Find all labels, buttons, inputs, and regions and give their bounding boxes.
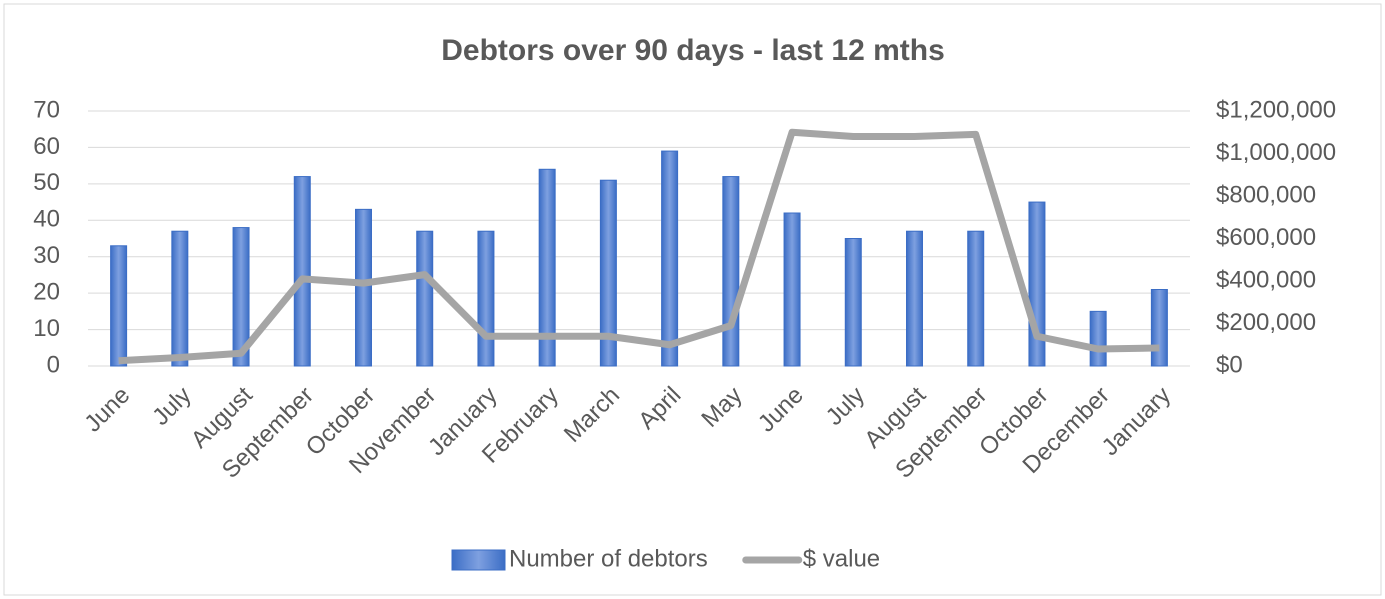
bar (538, 168, 556, 367)
y2-tick-label: $1,000,000 (1216, 139, 1336, 166)
line (118, 128, 1160, 365)
y-tick-label: 50 (33, 169, 60, 196)
bar (1028, 201, 1046, 367)
bar (293, 176, 311, 367)
y2-tick-label: $600,000 (1216, 224, 1316, 251)
bar (967, 230, 985, 367)
bar (355, 208, 372, 367)
y-tick-label: 20 (33, 278, 60, 305)
bar (110, 245, 128, 367)
bar (722, 176, 740, 367)
bar (1089, 310, 1107, 367)
bar (1150, 289, 1168, 367)
y-tick-label: 60 (33, 133, 60, 160)
legend-label: Number of debtors (509, 545, 708, 572)
bar (599, 179, 617, 367)
y2-tick-label: $1,200,000 (1216, 96, 1336, 123)
y-tick-label: 0 (47, 351, 60, 378)
y2-tick-label: $0 (1216, 351, 1243, 378)
bar (661, 150, 679, 367)
y2-tick-label: $400,000 (1216, 266, 1316, 293)
bar (477, 230, 495, 367)
bar (171, 230, 189, 367)
y-tick-label: 40 (33, 206, 60, 233)
y-tick-label: 30 (33, 242, 60, 269)
bar (906, 230, 923, 367)
y2-tick-label: $200,000 (1216, 309, 1316, 336)
legend-swatch (451, 549, 506, 571)
y2-tick-label: $800,000 (1216, 181, 1316, 208)
bar (416, 230, 434, 367)
legend-label: $ value (803, 545, 880, 572)
y-tick-label: 70 (33, 96, 60, 123)
bar (232, 227, 250, 367)
chart-title: Debtors over 90 days - last 12 mths (441, 34, 945, 67)
chart-border (3, 3, 1382, 596)
bar (844, 238, 862, 367)
y-tick-label: 10 (33, 315, 60, 342)
bar (783, 212, 801, 367)
